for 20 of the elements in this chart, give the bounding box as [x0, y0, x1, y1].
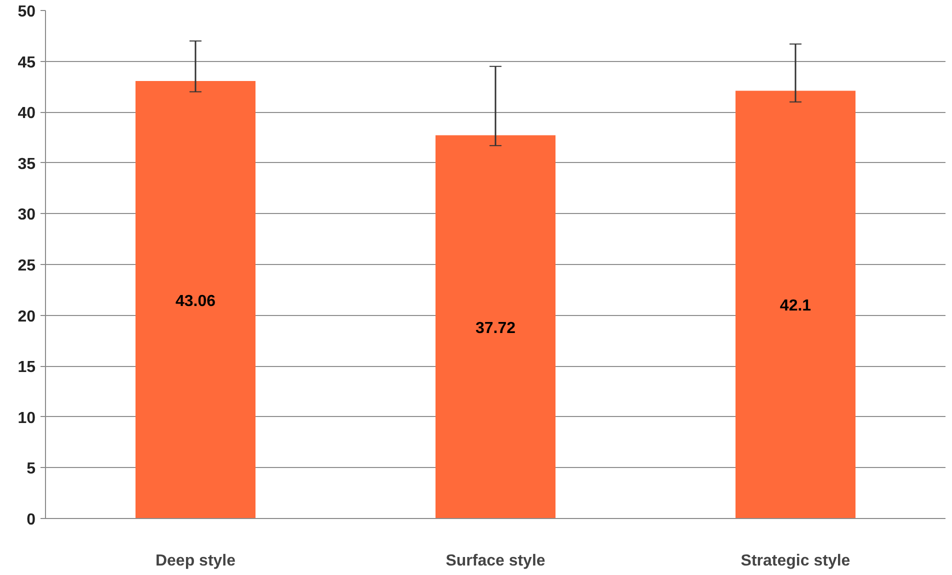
y-tick-label: 25: [18, 258, 36, 274]
bar: [736, 90, 856, 518]
y-tick-label: 35: [18, 156, 36, 173]
bar: [136, 81, 256, 518]
y-tick-label: 0: [26, 512, 36, 528]
y-tick-label: 40: [18, 105, 36, 122]
data-label: 37.72: [475, 320, 516, 337]
y-tick-label: 45: [18, 54, 36, 72]
y-tick-label: 20: [18, 308, 36, 326]
data-label: 43.06: [175, 292, 216, 310]
y-tick-label: 15: [18, 359, 36, 376]
data-label: 42.1: [780, 298, 812, 315]
y-tick-label: 5: [26, 460, 36, 478]
y-tick-label: 10: [18, 410, 36, 427]
x-tick-label: Deep style: [155, 552, 236, 570]
y-tick-label: 50: [18, 4, 36, 20]
bar: [436, 135, 556, 518]
y-tick-label: 30: [18, 206, 36, 224]
x-tick-label: Strategic style: [740, 552, 850, 570]
x-tick-label: Surface style: [446, 552, 546, 570]
